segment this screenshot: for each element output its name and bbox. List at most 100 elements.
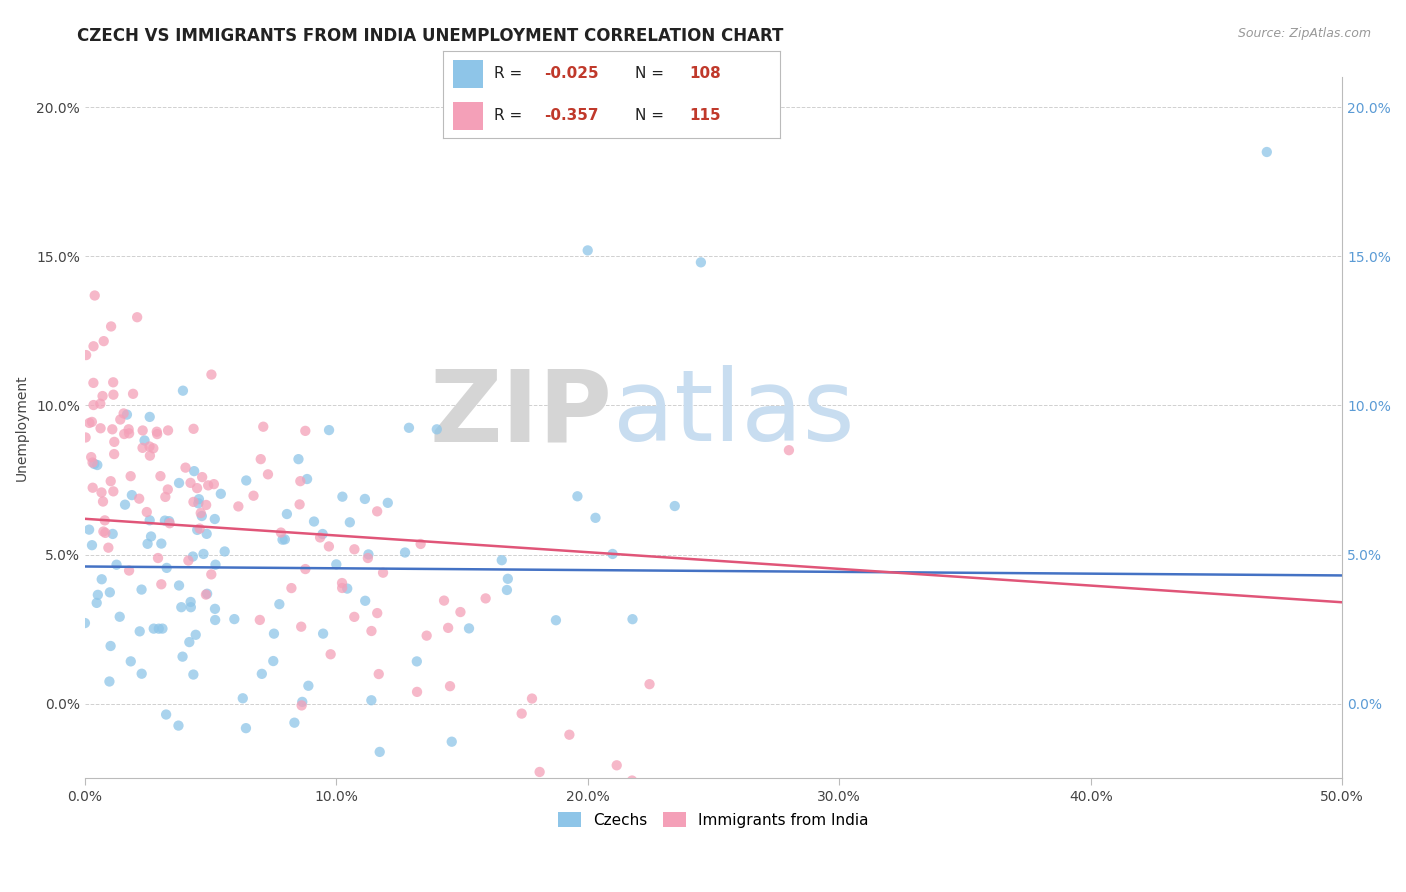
Point xyxy=(100,319,122,334)
Point xyxy=(177,553,200,567)
Point xyxy=(197,478,219,492)
Point xyxy=(318,423,340,437)
Point xyxy=(638,677,661,691)
Text: 115: 115 xyxy=(689,108,721,123)
Point xyxy=(280,581,302,595)
Text: R =: R = xyxy=(494,66,527,81)
Point xyxy=(148,622,170,636)
Point xyxy=(368,745,391,759)
Point xyxy=(439,679,461,693)
Point xyxy=(288,497,311,511)
Point xyxy=(529,764,551,779)
Point xyxy=(200,368,222,382)
Point xyxy=(94,513,117,527)
Point xyxy=(191,508,214,523)
Point xyxy=(204,613,226,627)
Point xyxy=(332,490,354,504)
Point xyxy=(287,452,309,467)
Point xyxy=(167,718,190,732)
Point xyxy=(406,685,429,699)
Text: Source: ZipAtlas.com: Source: ZipAtlas.com xyxy=(1237,27,1371,40)
Point xyxy=(325,558,347,572)
Point xyxy=(118,426,141,441)
Point xyxy=(155,707,177,722)
Point xyxy=(235,474,257,488)
Point xyxy=(188,522,211,536)
Point xyxy=(621,612,644,626)
Point xyxy=(135,505,157,519)
Point xyxy=(77,523,100,537)
Point xyxy=(357,551,380,566)
Point xyxy=(398,421,420,435)
Point xyxy=(82,481,104,495)
Point xyxy=(90,485,112,500)
Point xyxy=(139,449,162,463)
Point xyxy=(474,591,496,606)
Point xyxy=(209,487,232,501)
Point xyxy=(544,613,567,627)
Point xyxy=(360,693,382,707)
Point xyxy=(159,516,181,531)
Point xyxy=(157,514,180,528)
Text: ZIP: ZIP xyxy=(430,366,613,462)
Point xyxy=(73,615,96,630)
Point xyxy=(449,605,471,619)
Point xyxy=(153,514,176,528)
Point xyxy=(405,654,427,668)
Point xyxy=(172,384,194,398)
Point xyxy=(142,622,165,636)
Point xyxy=(343,542,366,557)
Point xyxy=(167,578,190,592)
Point xyxy=(520,691,543,706)
Point xyxy=(167,475,190,490)
Point xyxy=(290,620,312,634)
Point xyxy=(187,492,209,507)
Point xyxy=(311,527,333,541)
Point xyxy=(270,525,292,540)
Point xyxy=(131,666,153,681)
Point xyxy=(354,491,377,506)
Point xyxy=(257,467,280,482)
Point xyxy=(510,706,533,721)
Point xyxy=(128,491,150,506)
Point xyxy=(576,244,599,258)
Point xyxy=(336,582,359,596)
Point xyxy=(200,567,222,582)
Point xyxy=(83,398,105,412)
Point xyxy=(294,424,316,438)
Point xyxy=(91,494,114,508)
Point xyxy=(120,469,142,483)
Point xyxy=(114,498,136,512)
Point xyxy=(98,585,121,599)
Point xyxy=(117,422,139,436)
Point xyxy=(294,562,316,576)
Point xyxy=(79,416,101,430)
Point xyxy=(433,593,456,607)
Point xyxy=(343,610,366,624)
Point xyxy=(602,547,624,561)
Point xyxy=(149,469,172,483)
Point xyxy=(80,450,103,464)
Point xyxy=(91,389,114,403)
Point xyxy=(103,376,125,390)
Point xyxy=(100,639,122,653)
Point xyxy=(606,758,628,772)
Point xyxy=(103,447,125,461)
Point xyxy=(183,667,205,681)
Point xyxy=(103,387,125,401)
Point xyxy=(319,647,342,661)
Point xyxy=(110,412,132,426)
Point xyxy=(146,551,169,566)
Point xyxy=(181,549,204,564)
Point xyxy=(112,427,135,442)
Point xyxy=(157,424,180,438)
Point xyxy=(115,408,138,422)
Point xyxy=(80,538,103,552)
Point xyxy=(184,628,207,642)
Point xyxy=(195,527,218,541)
Point xyxy=(558,728,581,742)
Point xyxy=(180,600,202,615)
Point xyxy=(235,721,257,735)
Point xyxy=(302,515,325,529)
Point xyxy=(150,577,173,591)
